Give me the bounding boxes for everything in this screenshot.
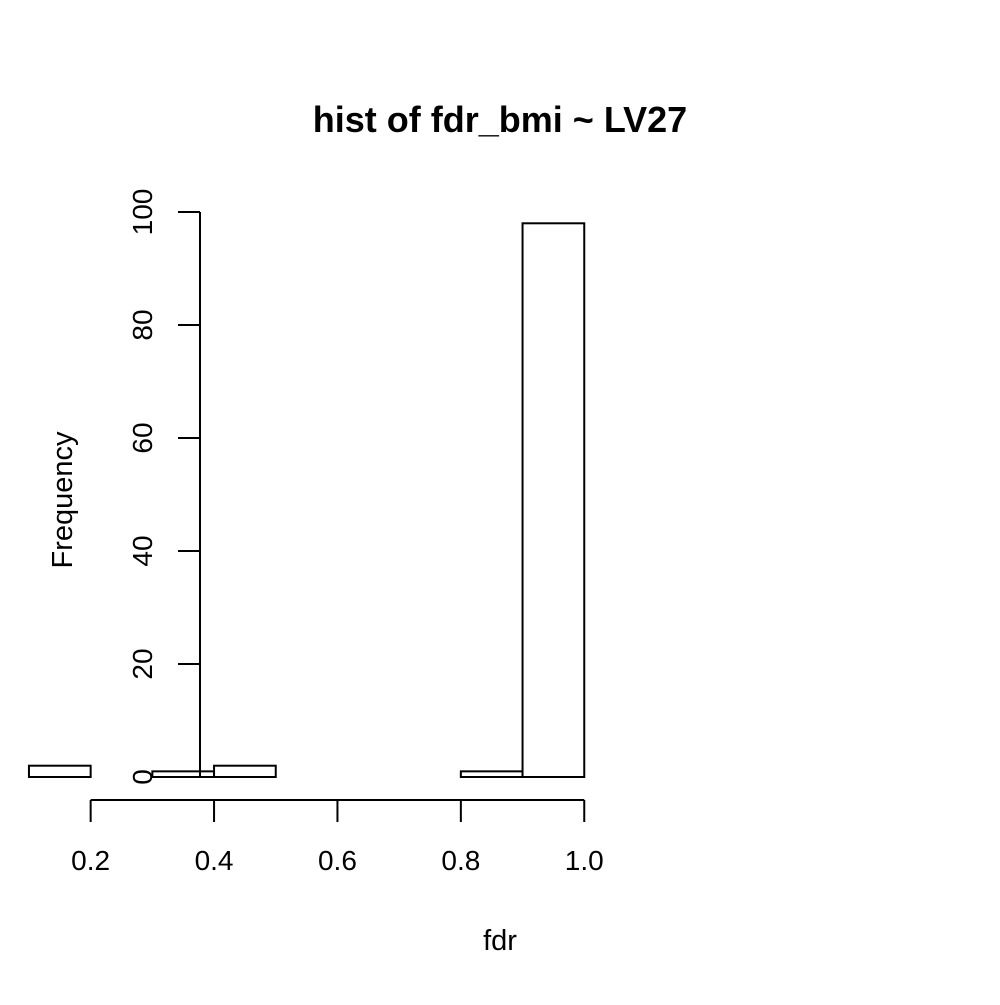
y-axis-label: Frequency	[47, 431, 79, 569]
chart-title: hist of fdr_bmi ~ LV27	[313, 99, 687, 140]
y-tick-label: 0	[127, 769, 158, 785]
histogram-bar	[213, 764, 277, 779]
x-tick-label: 0.2	[71, 845, 110, 876]
x-axis-label: fdr	[483, 925, 517, 957]
x-tick-label: 0.4	[195, 845, 234, 876]
x-axis: 0.2 0.4 0.6 0.8 1.0	[71, 799, 604, 876]
y-tick-label: 20	[127, 648, 158, 679]
x-tick-label: 0.6	[318, 845, 357, 876]
x-tick-label: 0.8	[441, 845, 480, 876]
y-axis: 0 20 40 60 80 100	[127, 189, 201, 785]
y-tick-label: 100	[127, 189, 158, 236]
bars-group	[27, 222, 586, 779]
y-tick-label: 80	[127, 309, 158, 340]
histogram-bar	[521, 222, 586, 779]
histogram-bar	[459, 770, 524, 778]
x-tick-label: 1.0	[565, 845, 604, 876]
y-tick-label: 40	[127, 535, 158, 566]
histogram-bar	[27, 764, 92, 779]
y-tick-label: 60	[127, 422, 158, 453]
